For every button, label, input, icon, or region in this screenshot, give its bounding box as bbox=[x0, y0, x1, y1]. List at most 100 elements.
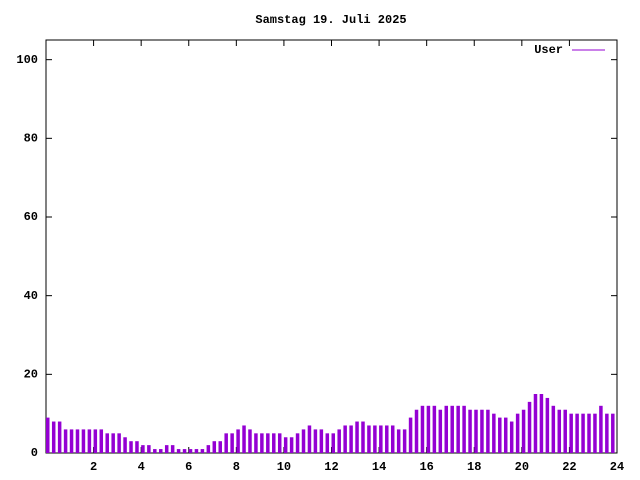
impulse bbox=[236, 429, 240, 453]
impulse bbox=[307, 425, 312, 453]
impulse bbox=[331, 433, 335, 453]
impulse bbox=[611, 413, 615, 453]
impulse bbox=[224, 433, 228, 453]
x-tick-label: 22 bbox=[562, 460, 576, 474]
impulse bbox=[343, 425, 347, 453]
impulse bbox=[367, 425, 371, 453]
impulse bbox=[147, 445, 151, 453]
impulse bbox=[390, 425, 395, 453]
impulse bbox=[266, 433, 270, 453]
impulse bbox=[492, 413, 496, 453]
impulse bbox=[105, 433, 109, 453]
y-tick-label: 40 bbox=[24, 289, 38, 303]
impulse bbox=[170, 445, 175, 453]
impulse bbox=[509, 421, 514, 453]
impulse bbox=[206, 445, 211, 453]
impulse bbox=[176, 449, 181, 453]
impulse bbox=[111, 433, 115, 453]
impulse bbox=[379, 425, 383, 453]
impulse bbox=[75, 429, 80, 453]
impulse bbox=[426, 405, 431, 453]
impulse bbox=[254, 433, 258, 453]
impulse bbox=[295, 433, 300, 453]
impulse bbox=[527, 401, 532, 453]
x-tick-label: 4 bbox=[138, 460, 145, 474]
impulse bbox=[462, 405, 466, 453]
impulse bbox=[361, 421, 365, 453]
impulse bbox=[87, 429, 92, 453]
impulse bbox=[272, 433, 276, 453]
impulse bbox=[46, 417, 50, 453]
impulse bbox=[438, 409, 443, 453]
impulse bbox=[260, 433, 264, 453]
impulse bbox=[218, 441, 222, 453]
impulse bbox=[408, 417, 413, 453]
impulse bbox=[569, 413, 573, 453]
impulse bbox=[575, 413, 579, 453]
x-tick-label: 6 bbox=[185, 460, 192, 474]
impulse bbox=[141, 445, 145, 453]
impulse bbox=[349, 425, 353, 453]
impulse bbox=[135, 441, 139, 453]
impulse bbox=[242, 425, 246, 453]
impulse bbox=[277, 433, 282, 453]
impulse bbox=[456, 405, 460, 453]
impulse bbox=[182, 449, 187, 453]
impulse bbox=[57, 421, 62, 453]
impulse bbox=[194, 449, 199, 453]
impulse bbox=[474, 409, 478, 453]
impulse bbox=[123, 437, 127, 453]
impulse bbox=[337, 429, 341, 453]
impulse bbox=[551, 405, 556, 453]
impulse bbox=[117, 433, 121, 453]
impulse bbox=[355, 421, 359, 453]
x-tick-label: 8 bbox=[233, 460, 240, 474]
impulse bbox=[319, 429, 324, 453]
impulse bbox=[414, 409, 419, 453]
impulse bbox=[164, 445, 169, 453]
impulse bbox=[159, 449, 163, 453]
y-tick-label: 100 bbox=[16, 53, 38, 67]
impulse bbox=[129, 441, 133, 453]
impulse bbox=[93, 429, 98, 453]
x-tick-label: 20 bbox=[515, 460, 529, 474]
impulse bbox=[599, 405, 603, 453]
impulse bbox=[51, 421, 56, 453]
plot-border bbox=[45, 39, 618, 454]
impulse bbox=[63, 429, 68, 453]
impulse bbox=[545, 397, 550, 453]
x-tick-label: 24 bbox=[610, 460, 624, 474]
impulse bbox=[515, 413, 520, 453]
impulse bbox=[444, 405, 449, 453]
impulse bbox=[283, 437, 288, 453]
impulse bbox=[432, 405, 437, 453]
impulse bbox=[486, 409, 490, 453]
x-tick-label: 2 bbox=[90, 460, 97, 474]
impulse bbox=[373, 425, 377, 453]
impulse bbox=[99, 429, 104, 453]
impulse bbox=[498, 417, 502, 453]
impulse bbox=[420, 405, 425, 453]
impulse bbox=[69, 429, 74, 453]
impulse bbox=[593, 413, 597, 453]
impulse bbox=[480, 409, 484, 453]
impulse bbox=[313, 429, 318, 453]
impulse bbox=[402, 429, 407, 453]
impulse bbox=[450, 405, 454, 453]
impulse bbox=[468, 409, 472, 453]
impulse bbox=[325, 433, 330, 453]
impulse bbox=[230, 433, 234, 453]
impulse bbox=[539, 394, 544, 453]
impulse bbox=[521, 409, 526, 453]
x-tick-label: 14 bbox=[372, 460, 386, 474]
impulse bbox=[581, 413, 585, 453]
y-tick-label: 20 bbox=[24, 368, 38, 382]
x-tick-label: 10 bbox=[277, 460, 291, 474]
impulse bbox=[587, 413, 591, 453]
impulse bbox=[557, 409, 562, 453]
x-tick-label: 16 bbox=[419, 460, 433, 474]
impulse bbox=[605, 413, 609, 453]
impulse bbox=[153, 449, 157, 453]
impulse bbox=[248, 429, 252, 453]
